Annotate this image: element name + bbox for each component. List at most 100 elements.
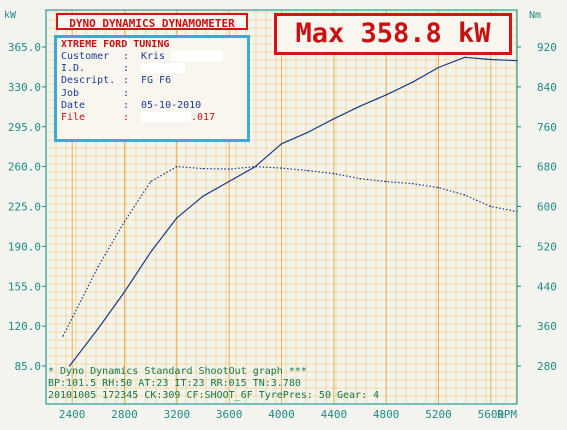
redaction-block [141,111,191,122]
curve-point [359,105,361,107]
colon: : [123,63,130,75]
info-value: 05-10-2010 [141,99,202,111]
colon: : [123,99,130,111]
curve-point [62,335,64,337]
curve-point [333,173,335,175]
curve-point [97,327,99,329]
info-value: FG F6 [141,75,172,87]
axis-ticks: 85.0 120.0 155.0 190.0 225.0 260.0 295.0 330.0 3… [8,41,557,421]
info-row-job: Job: [57,88,247,100]
torque-curve [62,166,518,337]
curve-point [437,66,440,69]
x-tick-label: 5600 [478,408,505,421]
colon: : [123,111,130,123]
left-tick-label: 330.0 [8,81,41,94]
curve-point [359,178,361,180]
curve-point [516,60,518,62]
curve-point [150,251,152,253]
left-tick-label: 295.0 [8,121,41,134]
x-tick-label: 5200 [425,408,452,421]
curve-point [385,94,387,96]
curve-point [228,180,230,182]
left-tick-label: 190.0 [8,240,41,253]
curve-point [97,265,99,267]
curve-point [490,58,492,61]
curve-point [280,143,283,145]
left-tick-label: 365.0 [8,41,41,54]
info-row-id: I.D.: [57,63,247,75]
right-tick-label: 600 [537,201,557,214]
curve-point [464,56,466,58]
curve-point [333,118,335,120]
redaction-block [141,63,185,74]
power-curve [69,56,518,367]
info-key: Date [61,99,86,111]
right-tick-label: 920 [537,41,557,54]
curve-point [411,183,413,185]
right-tick-label: 520 [537,240,557,253]
curve-point [280,167,283,169]
left-tick-label: 85.0 [15,360,42,373]
info-value: .017 [191,111,216,123]
curve-point [150,181,152,183]
info-key: I.D. [61,63,86,75]
right-tick-label: 440 [537,280,557,293]
curve-point [202,168,204,170]
x-tick-label: 3600 [216,408,243,421]
info-value: Kris [141,51,166,62]
left-tick-label: 120.0 [8,320,41,333]
curve-point [464,194,466,196]
info-panel: XTREME FORD TUNING Customer: Kris I.D.: D… [54,35,250,142]
curve-point [254,166,256,168]
curve-point [123,291,126,293]
right-axis-unit: Nm [529,10,541,21]
x-tick-label: 2800 [111,408,138,421]
curve-point [385,181,387,183]
curve-point [123,220,126,223]
left-tick-label: 155.0 [8,280,41,293]
info-key: Job [61,87,80,99]
x-tick-label: 4400 [321,408,348,421]
left-axis-unit: kW [4,10,17,21]
company-name: XTREME FORD TUNING [61,39,170,50]
x-tick-label: 2400 [59,408,86,421]
curve-point [176,217,178,219]
footer-line-2: BP:101.5 RH:50 AT:23 IT:23 RR:015 TN:3.7… [48,378,301,389]
info-row-date: Date:05-10-2010 [57,100,247,112]
left-tick-label: 260.0 [8,161,41,174]
series [62,56,518,367]
curve-point [437,187,440,189]
info-key: File [61,111,86,123]
info-row-descript: Descript.: FG F6 [57,75,247,87]
info-row-customer: Customer: Kris [57,51,247,63]
curve-point [516,210,518,213]
info-key: Customer [61,51,110,62]
x-tick-label: 4000 [268,408,295,421]
curve-point [411,81,413,83]
colon: : [123,51,130,62]
colon: : [123,75,130,87]
redaction-block [171,51,224,61]
info-key: Descript. [61,75,116,87]
x-tick-label: 4800 [373,408,400,421]
curve-point [176,166,178,168]
right-tick-label: 840 [537,81,557,94]
right-tick-label: 280 [537,360,557,373]
footer-line-1: * Dyno Dynamics Standard ShootOut graph … [48,366,307,377]
max-power-readout: Max 358.8 kW [274,13,512,55]
grid [45,9,518,405]
right-tick-label: 360 [537,320,557,333]
curve-point [307,131,309,133]
footer-line-3: 20101005 172345 CK:309 CF:SHOOT_6F TyreP… [48,390,380,401]
right-tick-label: 760 [537,121,557,134]
curve-point [490,205,492,208]
right-tick-label: 680 [537,161,557,174]
curve-point [202,195,204,197]
x-tick-label: 3200 [164,408,191,421]
dyno-title: DYNO DYNAMICS DYNAMOMETER [56,13,248,30]
left-tick-label: 225.0 [8,201,41,214]
x-axis-label: RPM [497,408,517,421]
info-row-file: File: .017 [57,111,247,124]
colon: : [123,87,130,99]
